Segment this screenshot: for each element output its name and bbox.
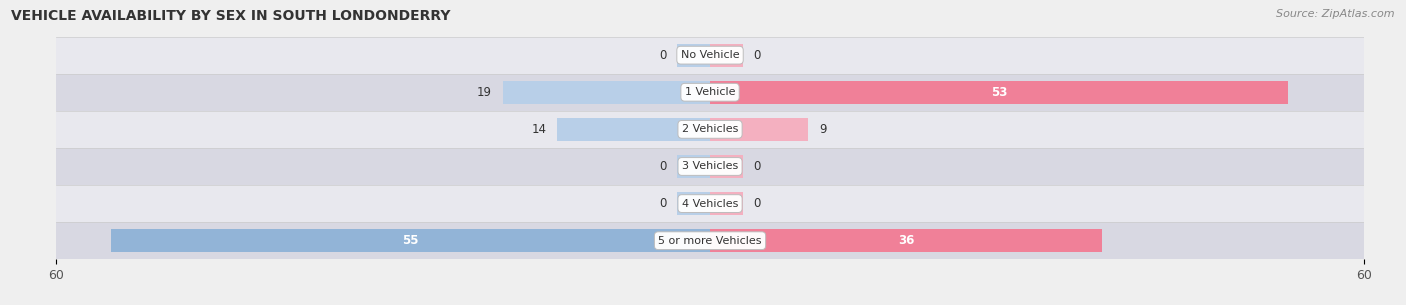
Bar	[710, 81, 1288, 104]
Bar	[710, 155, 742, 178]
Bar	[111, 229, 710, 252]
Text: 0: 0	[754, 160, 761, 173]
Bar	[710, 118, 808, 141]
Bar	[710, 192, 742, 215]
Bar	[56, 37, 1364, 74]
Bar	[56, 74, 1364, 111]
Bar	[710, 44, 742, 67]
Bar	[503, 81, 710, 104]
Bar	[678, 44, 710, 67]
Text: 0: 0	[754, 49, 761, 62]
Bar	[678, 192, 710, 215]
Text: 19: 19	[477, 86, 492, 99]
Text: 55: 55	[402, 234, 419, 247]
Text: No Vehicle: No Vehicle	[681, 50, 740, 60]
Text: 3 Vehicles: 3 Vehicles	[682, 161, 738, 171]
Text: 5 or more Vehicles: 5 or more Vehicles	[658, 236, 762, 246]
Text: Source: ZipAtlas.com: Source: ZipAtlas.com	[1277, 9, 1395, 19]
Text: 0: 0	[659, 160, 666, 173]
Text: 9: 9	[818, 123, 827, 136]
Bar	[56, 222, 1364, 259]
Text: 14: 14	[531, 123, 547, 136]
Bar	[710, 229, 1102, 252]
Text: 36: 36	[898, 234, 914, 247]
Text: VEHICLE AVAILABILITY BY SEX IN SOUTH LONDONDERRY: VEHICLE AVAILABILITY BY SEX IN SOUTH LON…	[11, 9, 451, 23]
Bar	[56, 111, 1364, 148]
Bar	[56, 185, 1364, 222]
Text: 0: 0	[659, 197, 666, 210]
Text: 0: 0	[659, 49, 666, 62]
Bar	[56, 148, 1364, 185]
Text: 53: 53	[991, 86, 1007, 99]
Bar	[558, 118, 710, 141]
Legend: Male, Female: Male, Female	[636, 301, 785, 305]
Text: 2 Vehicles: 2 Vehicles	[682, 124, 738, 135]
Text: 0: 0	[754, 197, 761, 210]
Bar	[678, 155, 710, 178]
Text: 4 Vehicles: 4 Vehicles	[682, 199, 738, 209]
Text: 1 Vehicle: 1 Vehicle	[685, 87, 735, 97]
